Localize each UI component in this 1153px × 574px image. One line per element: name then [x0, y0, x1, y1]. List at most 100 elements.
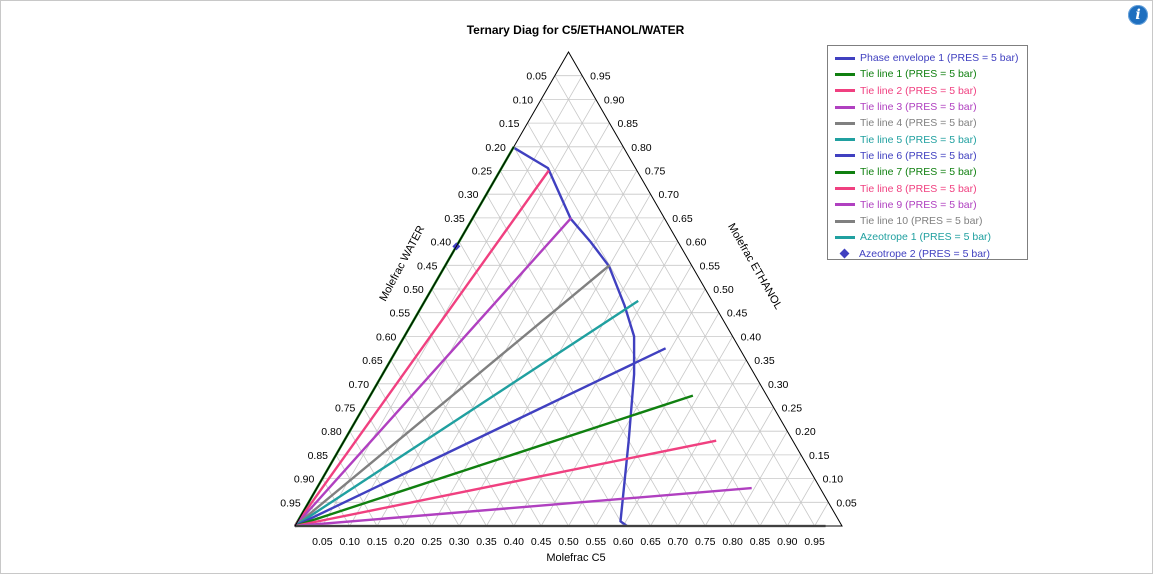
legend-swatch: [835, 72, 855, 76]
legend-item: Tie line 9 (PRES = 5 bar): [828, 197, 1027, 213]
grid-line-c5: [814, 502, 829, 527]
tick-label-c5: 0.90: [777, 536, 798, 548]
legend-swatch: [835, 138, 855, 142]
legend-swatch: [835, 235, 855, 239]
legend-item: Azeotrope 2 (PRES = 5 bar): [828, 246, 1027, 262]
tick-label-ethanol: 0.90: [604, 94, 625, 106]
tick-labels: 0.05 0.05 0.05 0.10 0.10 0.10 0.15 0.15 0.15 0.20…: [280, 71, 857, 548]
legend-item: Azeotrope 1 (PRES = 5 bar): [828, 229, 1027, 245]
tick-label-c5: 0.80: [722, 536, 743, 548]
grid-line-c5: [486, 217, 665, 527]
tick-label-ethanol: 0.65: [672, 213, 693, 225]
tick-label-ethanol: 0.95: [590, 71, 611, 83]
grid-line-water: [445, 265, 597, 527]
grid-line-c5: [786, 478, 815, 527]
tick-label-water: 0.95: [280, 497, 301, 509]
legend-swatch: [835, 105, 855, 109]
tick-label-c5: 0.35: [476, 536, 497, 548]
legend-label: Phase envelope 1 (PRES = 5 bar): [860, 52, 1019, 65]
legend-swatch: [835, 154, 855, 158]
legend-swatch: [835, 56, 855, 60]
legend-label: Azeotrope 1 (PRES = 5 bar): [860, 231, 992, 244]
legend-item: Tie line 2 (PRES = 5 bar): [828, 83, 1027, 99]
tick-label-ethanol: 0.85: [618, 118, 639, 130]
tick-label-c5: 0.45: [531, 536, 552, 548]
tick-label-ethanol: 0.40: [741, 331, 762, 343]
tick-label-c5: 0.85: [750, 536, 771, 548]
grid-line-c5: [376, 122, 610, 527]
tick-label-ethanol: 0.80: [631, 142, 652, 154]
grid-line-water: [404, 336, 515, 527]
tick-label-ethanol: 0.75: [645, 166, 666, 178]
grid-line-c5: [622, 336, 733, 527]
tick-label-c5: 0.10: [339, 536, 360, 548]
series-4: [294, 217, 573, 527]
legend-item: Tie line 1 (PRES = 5 bar): [828, 66, 1027, 82]
grid-line-c5: [322, 75, 583, 527]
tick-label-ethanol: 0.60: [686, 237, 707, 249]
grid-line-c5: [704, 407, 774, 527]
tick-label-c5: 0.30: [449, 536, 470, 548]
legend-item: Phase envelope 1 (PRES = 5 bar): [828, 50, 1027, 66]
tick-label-ethanol: 0.20: [795, 426, 816, 438]
tick-label-water: 0.45: [417, 260, 438, 272]
tick-label-ethanol: 0.30: [768, 379, 789, 391]
tick-label-ethanol: 0.45: [727, 308, 748, 320]
tick-label-c5: 0.25: [422, 536, 443, 548]
legend-item: Tie line 6 (PRES = 5 bar): [828, 148, 1027, 164]
tick-label-water: 0.80: [321, 426, 342, 438]
tick-label-water: 0.40: [431, 237, 452, 249]
grid-line-water: [322, 478, 351, 527]
tick-label-c5: 0.60: [613, 536, 634, 548]
tick-label-ethanol: 0.35: [754, 355, 775, 367]
series-3: [294, 169, 550, 527]
legend-label: Tie line 1 (PRES = 5 bar): [860, 68, 977, 81]
legend-item: Tie line 3 (PRES = 5 bar): [828, 99, 1027, 115]
grid-line-c5: [595, 312, 720, 527]
tick-label-c5: 0.50: [558, 536, 579, 548]
tick-label-c5: 0.40: [504, 536, 525, 548]
tick-label-c5: 0.15: [367, 536, 388, 548]
diamond-icon: [839, 248, 850, 259]
grid-line-c5: [732, 431, 788, 527]
grid-line-water: [527, 122, 761, 527]
legend-swatch: [835, 203, 855, 207]
legend-label: Azeotrope 2 (PRES = 5 bar): [859, 247, 991, 260]
tick-label-water: 0.90: [294, 474, 315, 486]
tick-label-ethanol: 0.50: [713, 284, 734, 296]
grid-line-water: [431, 288, 569, 527]
grid-line-water: [363, 407, 433, 527]
legend-item: Tie line 8 (PRES = 5 bar): [828, 180, 1027, 196]
legend-label: Tie line 7 (PRES = 5 bar): [860, 166, 977, 179]
tick-label-ethanol: 0.25: [782, 403, 803, 415]
series-1: [513, 147, 636, 527]
tick-label-water: 0.60: [376, 331, 397, 343]
grid-line-water: [499, 170, 706, 527]
tick-label-water: 0.15: [499, 118, 520, 130]
grid-line-water: [390, 359, 487, 527]
series-8: [294, 394, 694, 528]
series-7: [294, 347, 667, 528]
legend-label: Tie line 4 (PRES = 5 bar): [860, 117, 977, 130]
grid-line-water: [554, 75, 815, 527]
legend-item: Tie line 10 (PRES = 5 bar): [828, 213, 1027, 229]
tick-label-c5: 0.95: [804, 536, 825, 548]
tick-label-ethanol: 0.15: [809, 450, 830, 462]
tick-label-water: 0.05: [526, 71, 547, 83]
grid-line-c5: [431, 170, 638, 527]
axis-label-right: Molefrac ETHANOL: [725, 221, 784, 311]
legend-label: Tie line 6 (PRES = 5 bar): [860, 149, 977, 162]
tick-label-c5: 0.75: [695, 536, 716, 548]
tick-label-water: 0.70: [349, 379, 370, 391]
tick-label-ethanol: 0.05: [836, 497, 857, 509]
grid-line-water: [376, 383, 460, 527]
tick-label-ethanol: 0.70: [659, 189, 680, 201]
legend-label: Tie line 10 (PRES = 5 bar): [860, 215, 983, 228]
legend-swatch: [835, 187, 855, 191]
legend-swatch: [835, 121, 855, 125]
legend-label: Tie line 8 (PRES = 5 bar): [860, 182, 977, 195]
tick-label-water: 0.85: [308, 450, 329, 462]
info-icon[interactable]: i: [1128, 5, 1148, 25]
tick-label-water: 0.10: [513, 94, 534, 106]
